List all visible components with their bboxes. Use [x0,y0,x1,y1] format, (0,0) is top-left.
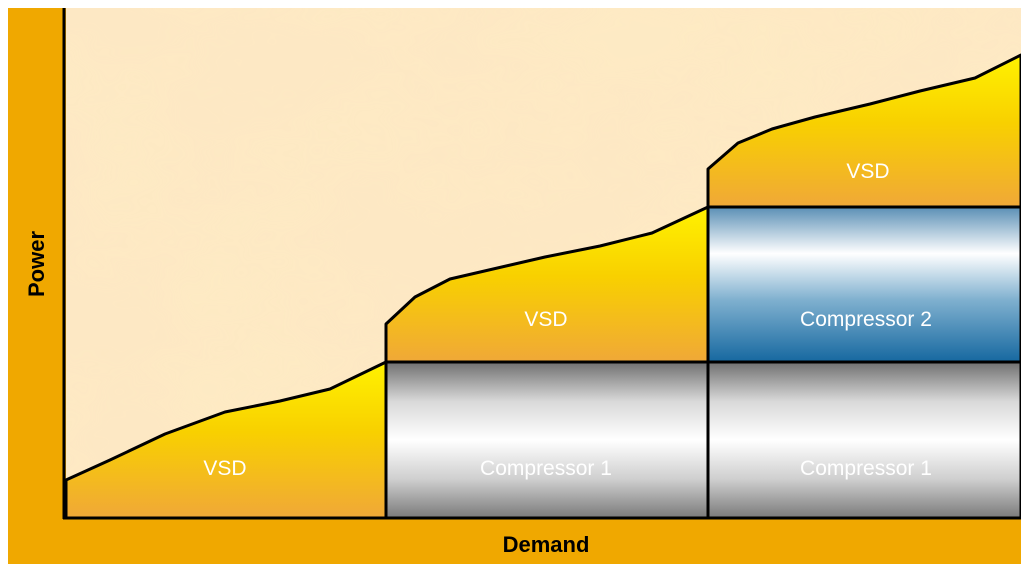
y-axis-title: Power [24,231,49,297]
compressor-1-block-right [706,360,1021,520]
compressor-2-label: Compressor 2 [800,308,932,331]
compressor-1-label-middle: Compressor 1 [480,457,612,480]
compressor-1-block-middle [384,360,710,520]
compressor-2-block [706,205,1021,364]
vsd-region-1 [64,360,388,520]
compressor-1-label-right: Compressor 1 [800,457,932,480]
vsd-region-2 [384,205,710,364]
x-axis-title: Demand [503,532,590,557]
vsd-label-1: VSD [203,457,246,480]
vsd-label-2: VSD [524,308,567,331]
vsd-region-3 [706,53,1021,209]
vsd-label-3: VSD [846,160,889,183]
